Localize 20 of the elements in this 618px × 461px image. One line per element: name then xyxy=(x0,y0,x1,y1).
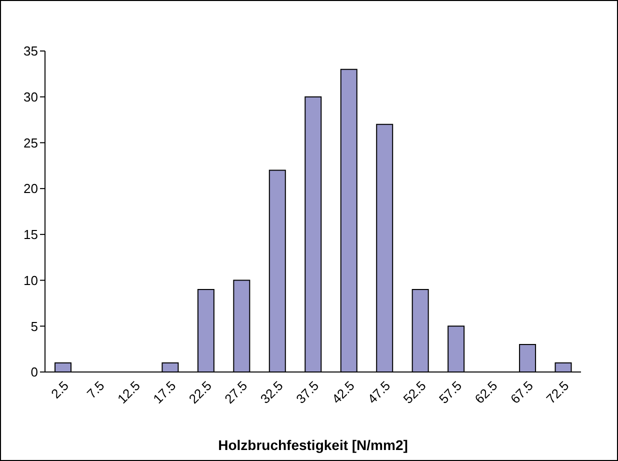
x-tick-label: 32.5 xyxy=(257,378,286,407)
x-tick-label: 37.5 xyxy=(293,378,322,407)
x-tick-label: 42.5 xyxy=(328,378,358,407)
x-tick-label: 47.5 xyxy=(364,378,394,407)
x-tick-label: 67.5 xyxy=(508,378,536,407)
y-tick-label: 0 xyxy=(30,364,38,380)
y-tick-label: 10 xyxy=(24,272,38,288)
x-tick-label: 52.5 xyxy=(400,378,429,407)
x-tick-label: 7.5 xyxy=(84,378,108,402)
x-tick-label: 2.5 xyxy=(48,378,72,402)
y-tick-label: 20 xyxy=(24,181,38,196)
y-tick-label: 35 xyxy=(24,44,38,59)
x-tick-label: 72.5 xyxy=(543,378,572,407)
x-axis-title: Holzbruchfestigkeit [N/mm2] xyxy=(218,437,408,453)
x-tick-label: 62.5 xyxy=(472,378,500,407)
y-tick-label: 25 xyxy=(24,135,38,150)
y-tick-label: 15 xyxy=(24,227,38,242)
x-tick-label: 57.5 xyxy=(436,378,465,407)
y-tick-label: 5 xyxy=(30,318,38,334)
y-tick-label: 30 xyxy=(24,89,38,104)
